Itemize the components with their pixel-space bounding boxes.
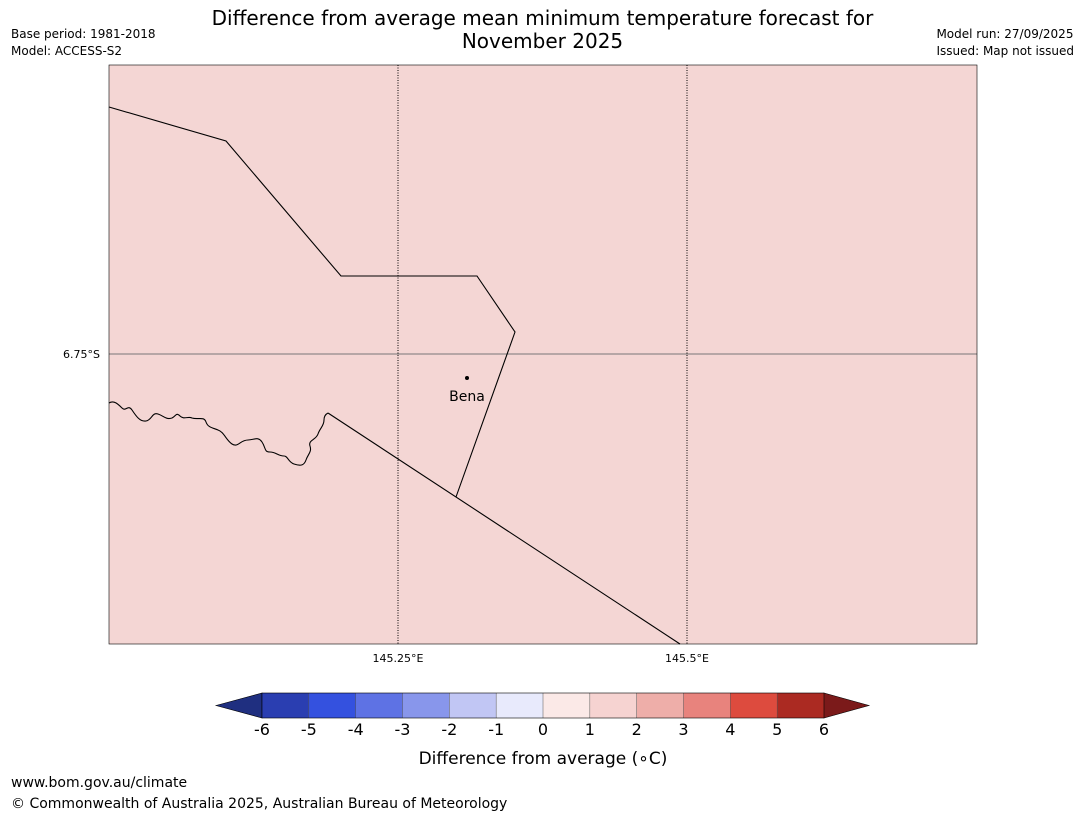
place-label-bena: Bena — [449, 389, 485, 405]
colorbar-tick-label: 5 — [772, 720, 782, 739]
colorbar-tick-label: 4 — [725, 720, 735, 739]
metadata-left: Base period: 1981-2018 Model: ACCESS-S2 — [11, 26, 156, 60]
colorbar-low-extension — [214, 692, 263, 719]
colorbar-tick-label: 6 — [819, 720, 829, 739]
boundary-north — [108, 106, 516, 498]
longitude-label-145-25: 145.25°E — [373, 652, 424, 665]
colorbar-segment — [449, 693, 497, 718]
boundary-river — [108, 401, 329, 466]
colorbar-legend: -6 -5 -4 -3 -2 -1 0 1 2 3 4 5 6 Difference from aver… — [214, 692, 871, 769]
colorbar-segment — [636, 693, 684, 718]
base-period-text: Base period: 1981-2018 — [11, 27, 156, 41]
title-line-2: November 2025 — [461, 29, 624, 53]
colorbar-tick-label: -3 — [395, 720, 411, 739]
colorbar-segment — [730, 693, 778, 718]
colorbar-tick-label: 0 — [538, 720, 548, 739]
map-frame — [108, 64, 978, 645]
colorbar-segment — [683, 693, 731, 718]
colorbar-segment — [308, 693, 357, 718]
colorbar-high-extension — [823, 692, 871, 719]
colorbar-tick-label: -2 — [441, 720, 457, 739]
colorbar-segment — [496, 693, 544, 718]
colorbar-title: Difference from average (∘C) — [419, 749, 668, 769]
colorbar-segment — [262, 693, 310, 718]
colorbar-tick-label: -1 — [488, 720, 504, 739]
colorbar-tick-label: 3 — [678, 720, 688, 739]
title-line-1: Difference from average mean minimum tem… — [211, 6, 874, 30]
issued-text: Issued: Map not issued — [936, 44, 1074, 58]
place-marker-bena[interactable] — [465, 376, 469, 380]
longitude-label-145-5: 145.5°E — [665, 652, 709, 665]
colorbar-segment — [589, 693, 638, 718]
colorbar-frame — [261, 692, 825, 719]
colorbar-tick-label: 1 — [585, 720, 595, 739]
colorbar-segment — [355, 693, 403, 718]
colorbar-segment — [543, 693, 591, 718]
footer-copyright: © Commonwealth of Australia 2025, Austra… — [11, 796, 508, 812]
latitude-label: 6.75°S — [63, 348, 100, 361]
metadata-right: Model run: 27/09/2025 Issued: Map not is… — [936, 26, 1074, 60]
map-title: Difference from average mean minimum tem… — [170, 7, 915, 53]
colorbar-segment — [777, 693, 825, 718]
colorbar-segment — [402, 693, 450, 718]
footer-url[interactable]: www.bom.gov.au/climate — [11, 775, 188, 791]
model-text: Model: ACCESS-S2 — [11, 44, 123, 58]
colorbar-tick-label: -5 — [301, 720, 317, 739]
colorbar-tick-label: -4 — [348, 720, 364, 739]
colorbar-tick-label: 2 — [632, 720, 642, 739]
colorbar-tick-label: -6 — [254, 720, 270, 739]
model-run-text: Model run: 27/09/2025 — [936, 27, 1074, 41]
boundary-south — [327, 412, 681, 645]
